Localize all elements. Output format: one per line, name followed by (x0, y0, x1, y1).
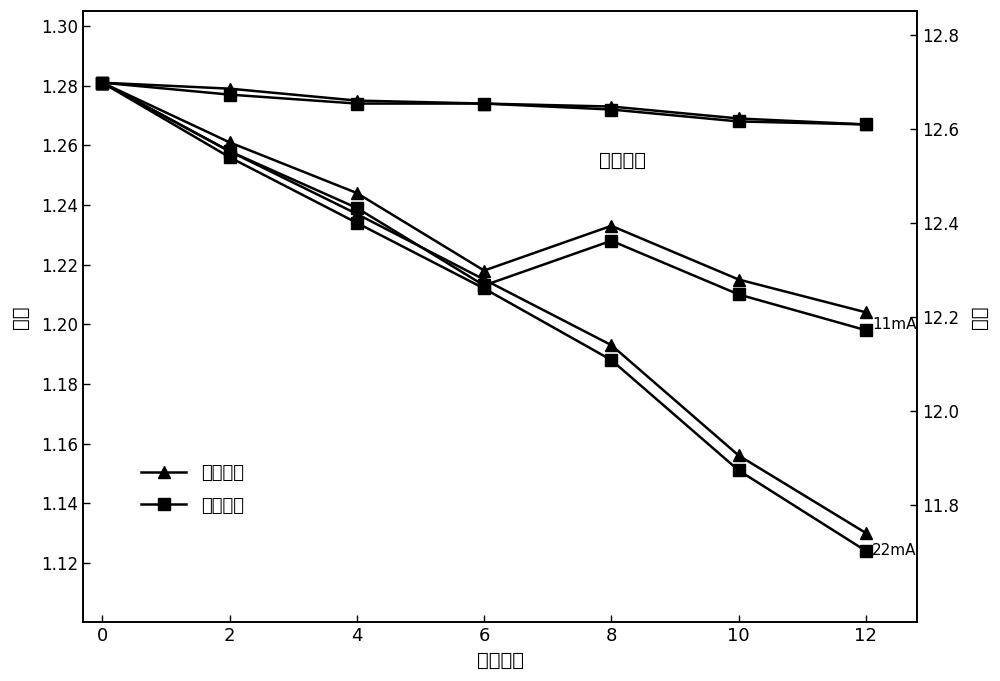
Y-axis label: 比重: 比重 (11, 305, 30, 328)
X-axis label: 时间／周: 时间／周 (477, 651, 524, 670)
Text: 22mA: 22mA (872, 543, 917, 558)
Y-axis label: 电压: 电压 (970, 305, 989, 328)
Text: 11mA: 11mA (872, 317, 917, 332)
Text: 自然放电: 自然放电 (599, 151, 646, 170)
Legend: 电池上部, 电池下部: 电池上部, 电池下部 (134, 457, 251, 522)
